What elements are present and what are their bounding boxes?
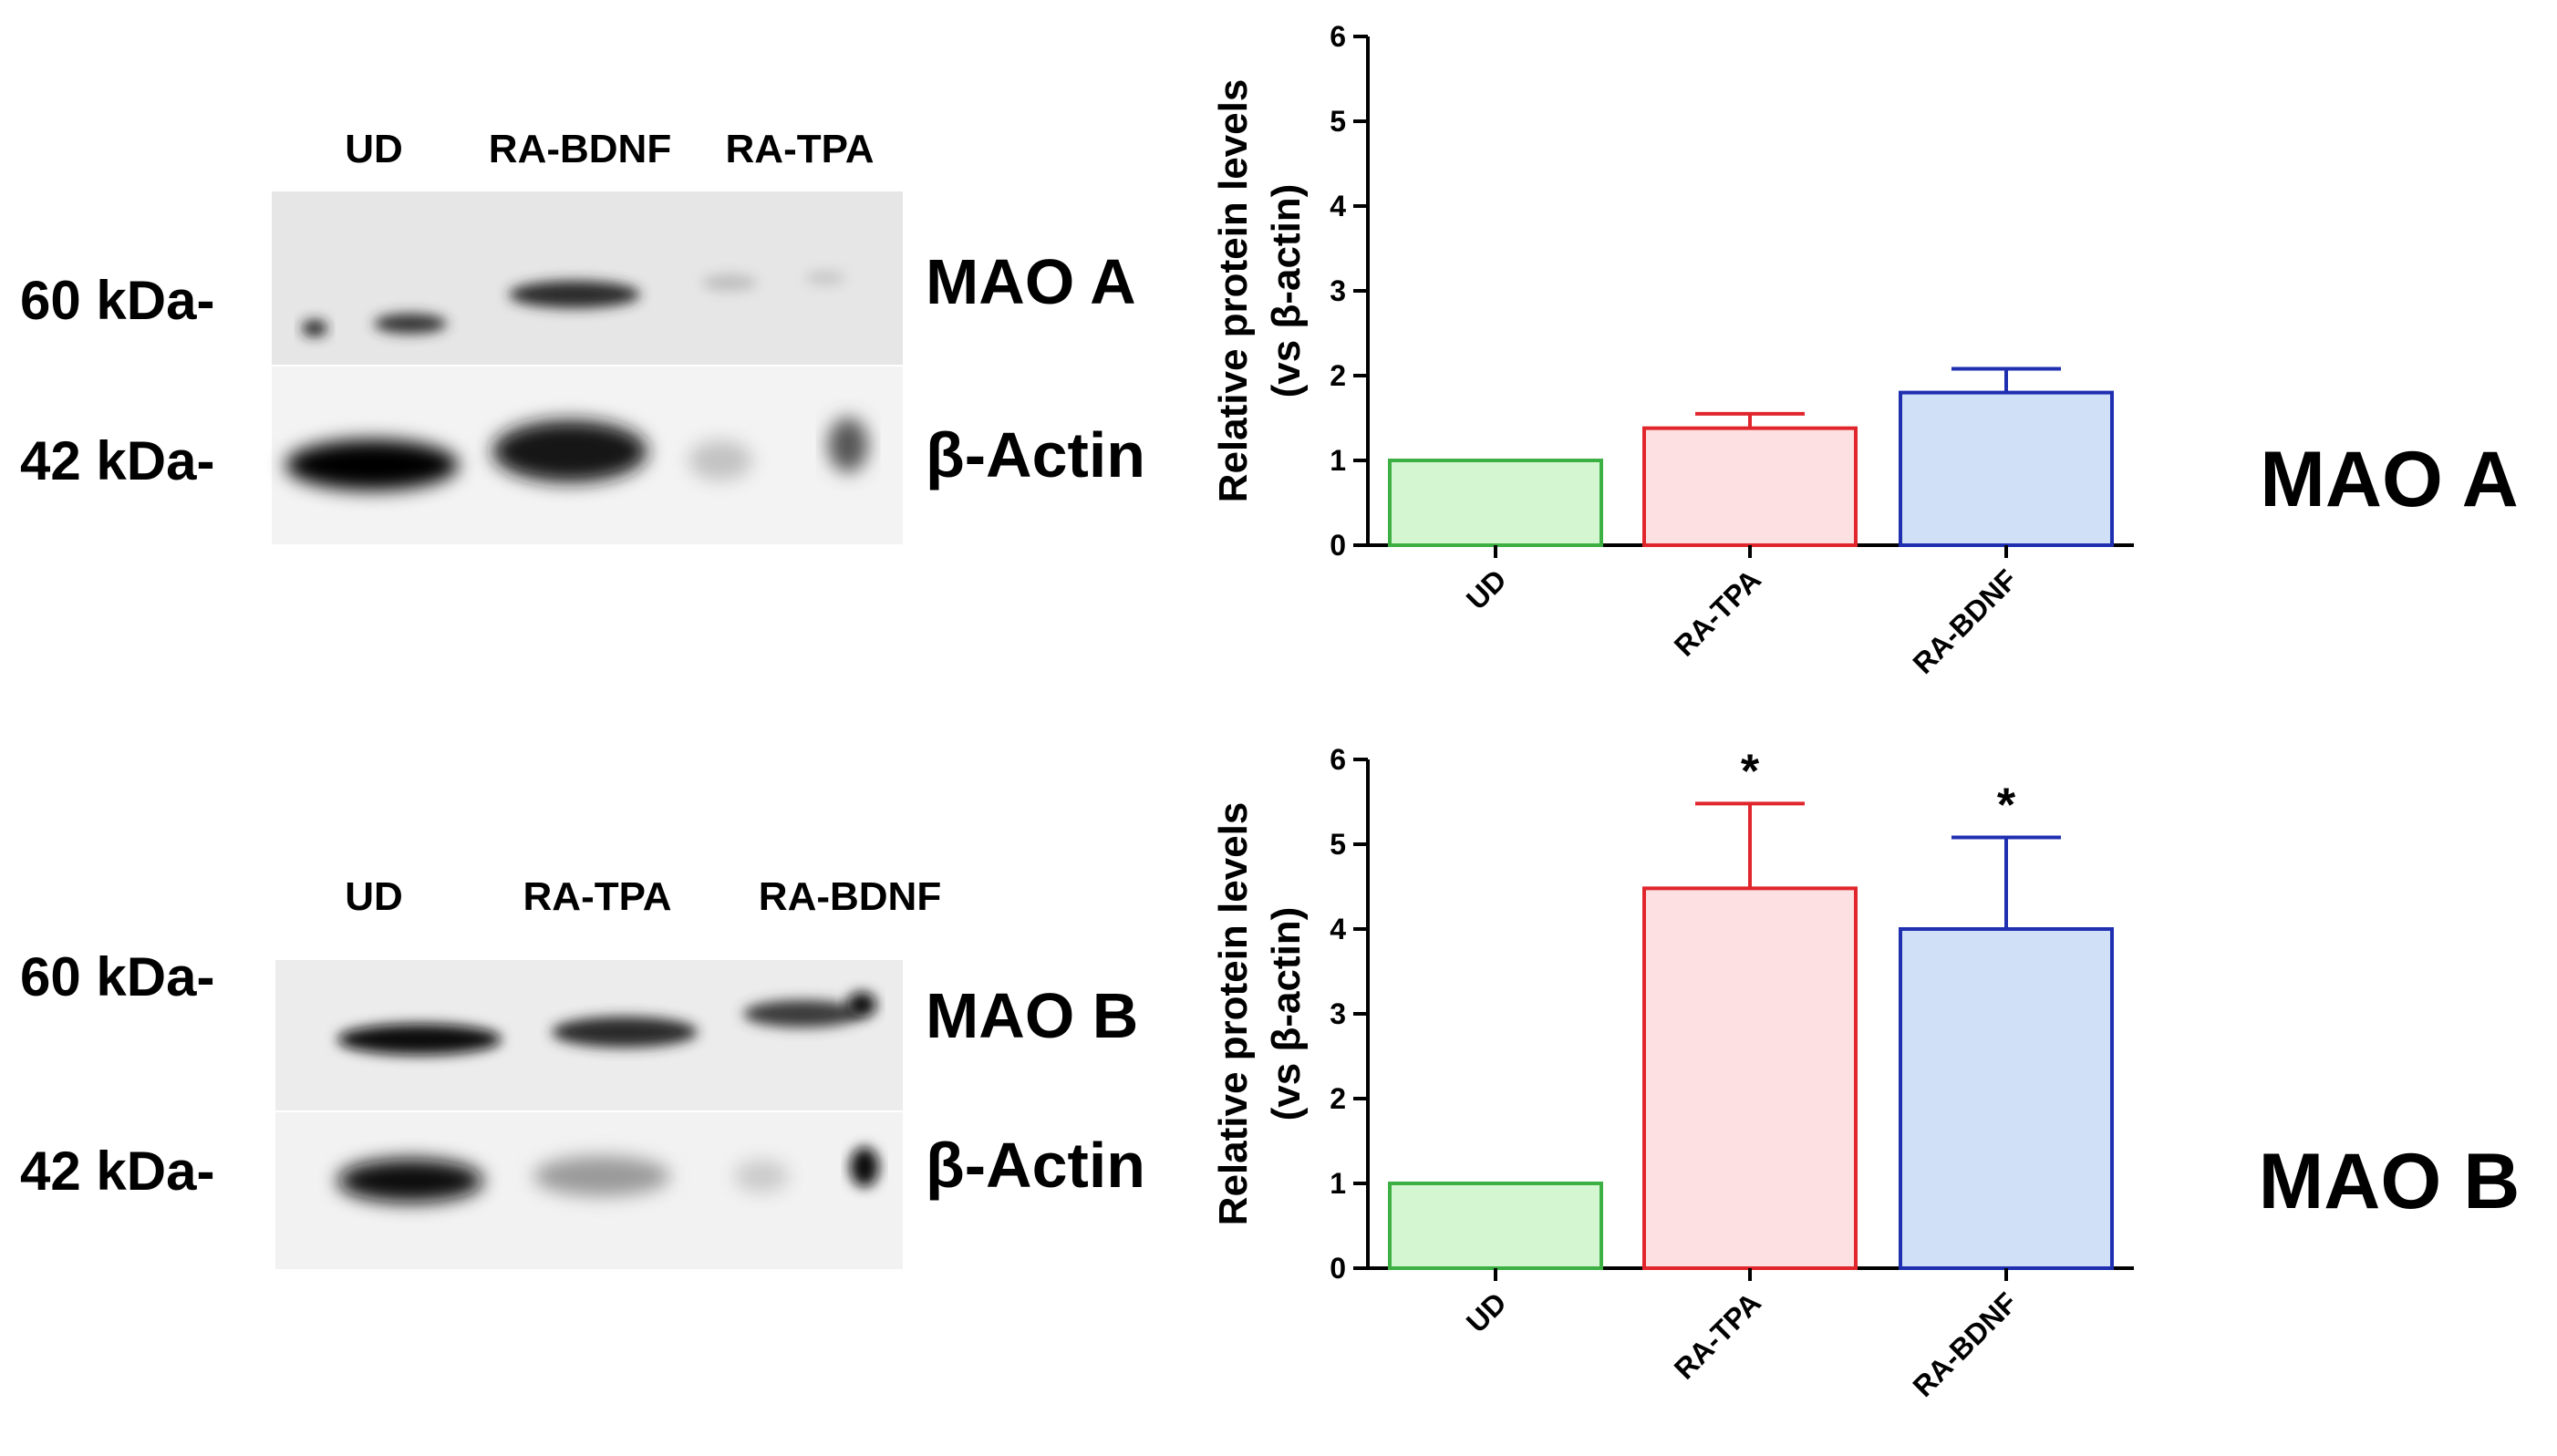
mao-b-y-tick-label-4: 4 (1330, 913, 1346, 945)
mao-a-y-tick-label-1: 1 (1330, 444, 1346, 477)
mao-a-x-label-ud: UD (1460, 563, 1513, 615)
mao-a-x-label-ra-bdnf: RA-BDNF (1906, 563, 2024, 680)
mao-a-y-tick-label-2: 2 (1330, 359, 1346, 392)
mao-b-y-tick-label-3: 3 (1330, 997, 1346, 1030)
blot-a-lane-label-2: RA-BDNF (489, 127, 671, 171)
blot-b-protein-label: MAO B (926, 980, 1138, 1051)
blot-b-lane-label-1: UD (345, 874, 403, 919)
mao-a-y-tick-label-6: 6 (1330, 20, 1346, 53)
mao-b-bar-ra-tpa (1642, 886, 1858, 1270)
mao-b-y-tick-label-1: 1 (1330, 1167, 1346, 1200)
mao-b-y-tick-label-5: 5 (1330, 828, 1346, 861)
mao-a-y-tick-label-5: 5 (1330, 105, 1346, 138)
blot-a-mao-band-3b (805, 271, 845, 285)
mao-b-significance-ra-tpa: * (1741, 745, 1760, 798)
blot-a-mao-band-1b (374, 314, 447, 334)
blot-a-actin-band-3b (828, 418, 868, 472)
mao-a-y-tick-label-0: 0 (1330, 529, 1346, 562)
mao-a-bar-ra-tpa (1642, 426, 1858, 547)
mao-b-x-label-ra-tpa: RA-TPA (1668, 1286, 1767, 1385)
blot-a-control-label: β-Actin (926, 419, 1145, 490)
mao-a-y-tick-label-3: 3 (1330, 274, 1346, 307)
blot-b-mao-band-3 (743, 1000, 862, 1027)
blot-a-actin-band-1 (285, 439, 459, 490)
mao-b-y-tick-label-0: 0 (1330, 1252, 1346, 1285)
mao-b-y-tick-label-6: 6 (1330, 743, 1346, 776)
blot-b-control-label: β-Actin (926, 1130, 1145, 1201)
blot-a-actin-band-3a (688, 440, 752, 480)
blot-b-actin-band-3b (850, 1147, 879, 1187)
blot-a: UD RA-BDNF RA-TPA 60 kDa- 42 kDa- MAO A … (20, 127, 1145, 544)
mao-b-bar-ra-bdnf (1899, 927, 2114, 1270)
mao-a-chart: 0 1 2 3 4 5 6 Relative protein levels (vs β-acti… (1211, 20, 2519, 680)
blot-a-mao-band-3 (702, 274, 757, 291)
blot-a-mao-band-2 (509, 281, 640, 308)
blot-a-mao-membrane (272, 191, 903, 365)
blot-b-actin-band-2 (533, 1156, 670, 1196)
mao-b-ylabel-line2: (vs β-actin) (1264, 907, 1309, 1121)
mao-b-ylabel-line1: Relative protein levels (1211, 802, 1256, 1226)
mao-a-panel-title: MAO A (2260, 436, 2518, 523)
blot-a-actin-band-2 (492, 420, 647, 482)
blot-b-actin-band-1 (337, 1159, 483, 1203)
mao-a-bar-ra-bdnf (1899, 390, 2114, 547)
mao-a-x-label-ra-tpa: RA-TPA (1668, 563, 1767, 662)
blot-a-marker-42: 42 kDa- (20, 430, 214, 491)
blot-a-mao-band-1a (302, 320, 327, 336)
blot-b-mao-band-2 (552, 1017, 698, 1048)
blot-b-lane-label-2: RA-TPA (523, 874, 672, 919)
mao-a-ylabel-line2: (vs β-actin) (1264, 184, 1309, 398)
mao-b-significance-ra-bdnf: * (1997, 780, 2016, 832)
mao-b-x-label-ud: UD (1460, 1286, 1513, 1338)
mao-b-y-tick-label-2: 2 (1330, 1082, 1346, 1115)
mao-a-y-tick-label-4: 4 (1330, 190, 1346, 222)
blot-b-lane-label-3: RA-BDNF (759, 874, 941, 919)
mao-b-panel-title: MAO B (2259, 1138, 2521, 1225)
blot-a-protein-label: MAO A (926, 246, 1136, 317)
mao-b-x-label-ra-bdnf: RA-BDNF (1906, 1286, 2024, 1403)
blot-b-mao-band-3b (847, 992, 876, 1017)
blot-a-lane-label-1: UD (345, 127, 403, 171)
mao-b-bar-ud (1388, 1182, 1603, 1270)
mao-a-ylabel-line1: Relative protein levels (1211, 79, 1256, 503)
blot-b-marker-60: 60 kDa- (20, 946, 214, 1007)
blot-b: UD RA-TPA RA-BDNF 60 kDa- 42 kDa- MAO B … (20, 874, 1145, 1269)
blot-b-mao-band-1 (337, 1024, 502, 1055)
blot-b-actin-band-3a (734, 1160, 789, 1193)
blot-b-marker-42: 42 kDa- (20, 1141, 214, 1202)
blot-a-lane-label-3: RA-TPA (726, 127, 875, 171)
blot-a-marker-60: 60 kDa- (20, 270, 214, 331)
mao-a-bar-ud (1388, 459, 1603, 547)
mao-b-chart: 0 1 2 3 4 5 6 Relative protein levels (vs β-acti… (1211, 743, 2520, 1403)
